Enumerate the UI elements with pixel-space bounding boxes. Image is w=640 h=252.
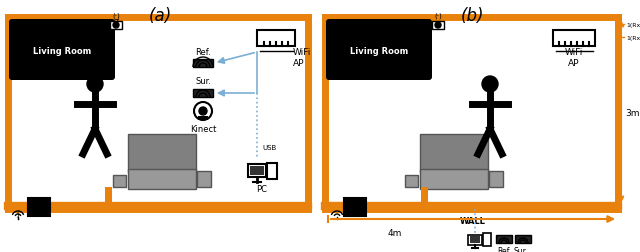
Bar: [128, 169, 196, 189]
Circle shape: [113, 23, 119, 29]
Circle shape: [199, 108, 207, 115]
Bar: [515, 235, 531, 243]
Bar: [193, 90, 213, 98]
Text: 4m: 4m: [388, 229, 402, 238]
Bar: [105, 187, 112, 212]
Bar: [325, 18, 618, 209]
Bar: [470, 236, 480, 243]
Circle shape: [435, 23, 441, 29]
Circle shape: [87, 77, 103, 93]
Bar: [496, 235, 512, 243]
Bar: [250, 166, 264, 175]
Text: WiFi
AP: WiFi AP: [565, 48, 583, 68]
Bar: [344, 198, 366, 216]
Bar: [193, 60, 213, 68]
Bar: [28, 198, 50, 216]
Bar: [421, 187, 428, 212]
Bar: [420, 169, 488, 189]
Text: WiFi
AP: WiFi AP: [293, 48, 312, 68]
Text: (b): (b): [460, 7, 484, 25]
Bar: [197, 171, 211, 187]
Bar: [553, 31, 595, 47]
Bar: [128, 135, 196, 172]
Text: ⌇: ⌇: [15, 212, 20, 222]
Text: (·): (·): [112, 13, 120, 19]
Bar: [405, 175, 418, 187]
Text: Sur.: Sur.: [514, 246, 528, 252]
Bar: [420, 135, 488, 172]
Text: (·): (·): [434, 13, 442, 19]
Bar: [483, 233, 491, 246]
Text: (a): (a): [148, 7, 172, 25]
Text: 3m: 3m: [625, 108, 639, 117]
Bar: [432, 22, 444, 30]
Bar: [8, 18, 308, 209]
Text: Ref.: Ref.: [497, 246, 511, 252]
Text: ὏7: ὏7: [110, 18, 120, 27]
Bar: [257, 31, 295, 47]
Text: 1(Rx): 1(Rx): [626, 35, 640, 40]
Bar: [248, 164, 266, 177]
FancyBboxPatch shape: [326, 20, 432, 81]
Text: Living Room: Living Room: [33, 46, 91, 55]
Text: Kinect: Kinect: [190, 125, 216, 134]
Bar: [267, 163, 277, 179]
Bar: [110, 22, 122, 30]
Text: WALL: WALL: [460, 217, 486, 226]
Bar: [113, 175, 126, 187]
Bar: [489, 171, 503, 187]
Text: Sur.: Sur.: [195, 77, 211, 86]
Circle shape: [482, 77, 498, 93]
Bar: [198, 116, 208, 120]
Bar: [468, 235, 482, 245]
Text: PC: PC: [257, 185, 268, 194]
Text: Living Room: Living Room: [350, 46, 408, 55]
Text: USB: USB: [262, 144, 276, 150]
Text: Ref.: Ref.: [195, 47, 211, 56]
Text: 1(Rx): 1(Rx): [626, 22, 640, 27]
FancyBboxPatch shape: [9, 20, 115, 81]
Circle shape: [194, 103, 212, 120]
